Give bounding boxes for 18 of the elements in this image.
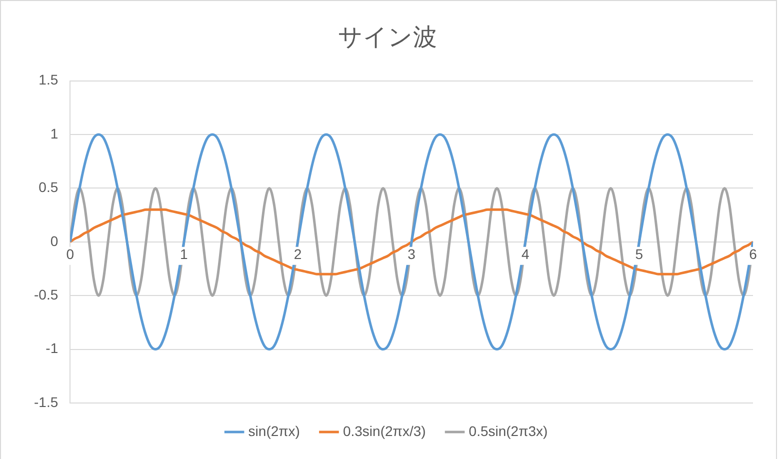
y-tick-label: 1	[50, 125, 58, 142]
x-tick-label: 2	[294, 246, 302, 262]
y-tick-label: -1	[46, 340, 58, 356]
y-tick-label: 0.5	[38, 179, 58, 196]
y-tick-label: 1.5	[38, 72, 58, 88]
y-tick-label: -0.5	[34, 286, 58, 302]
chart-title: サイン波	[338, 24, 437, 52]
y-tick-label: -1.5	[34, 394, 58, 410]
x-tick-label: 5	[635, 246, 644, 262]
legend-label: sin(2πx)	[248, 422, 300, 439]
y-tick-label: 0	[50, 232, 58, 249]
legend-label: 0.3sin(2πx/3)	[342, 422, 426, 439]
x-tick-label: 6	[749, 246, 758, 262]
x-tick-label: 0	[66, 246, 74, 262]
x-tick-label: 1	[180, 246, 188, 262]
x-tick-label: 4	[521, 246, 530, 262]
legend-label: 0.5sin(2π3x)	[468, 422, 548, 439]
x-tick-label: 3	[408, 246, 416, 262]
